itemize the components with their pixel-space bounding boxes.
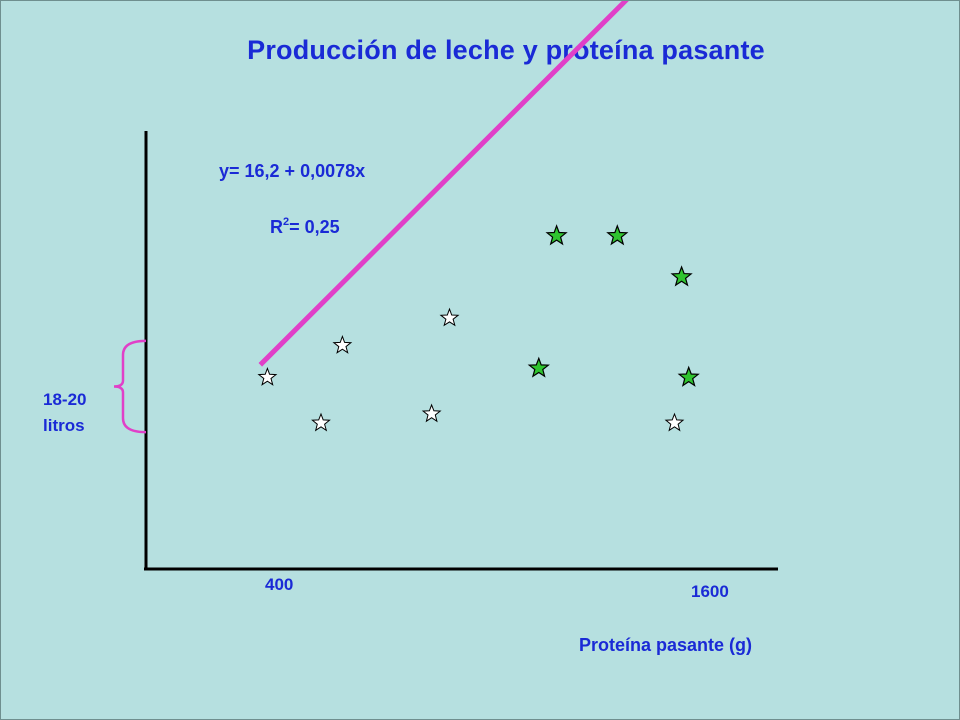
open-star-point	[664, 412, 685, 432]
filled-star-point	[677, 365, 700, 387]
y-range-brace	[113, 339, 147, 434]
open-star-point	[421, 403, 442, 423]
r2-value: = 0,25	[289, 217, 340, 237]
r-squared-label: R2= 0,25	[270, 216, 340, 238]
x-tick-label: 400	[265, 575, 294, 594]
open-star-point	[439, 307, 460, 327]
r2-prefix: R	[270, 217, 283, 237]
filled-star-point	[527, 356, 550, 378]
open-star-point	[332, 334, 353, 354]
y-range-value: 18-20	[43, 390, 87, 409]
regression-equation: y= 16,2 + 0,0078x	[219, 161, 366, 181]
y-range-label: 18-20 litros	[43, 387, 86, 439]
data-points	[257, 224, 700, 432]
x-tick-label: 1600	[691, 582, 729, 601]
trend-line	[258, 1, 629, 367]
open-star-point	[311, 412, 331, 432]
x-axis-label: Proteína pasante (g)	[579, 635, 753, 655]
open-star-point	[257, 366, 278, 386]
filled-star-point	[545, 224, 568, 246]
y-range-unit: litros	[43, 416, 85, 435]
chart-title: Producción de leche y proteína pasante	[247, 35, 765, 65]
filled-star-point	[606, 224, 629, 246]
r2-superscript: 2	[283, 216, 290, 228]
filled-star-point	[670, 265, 693, 287]
